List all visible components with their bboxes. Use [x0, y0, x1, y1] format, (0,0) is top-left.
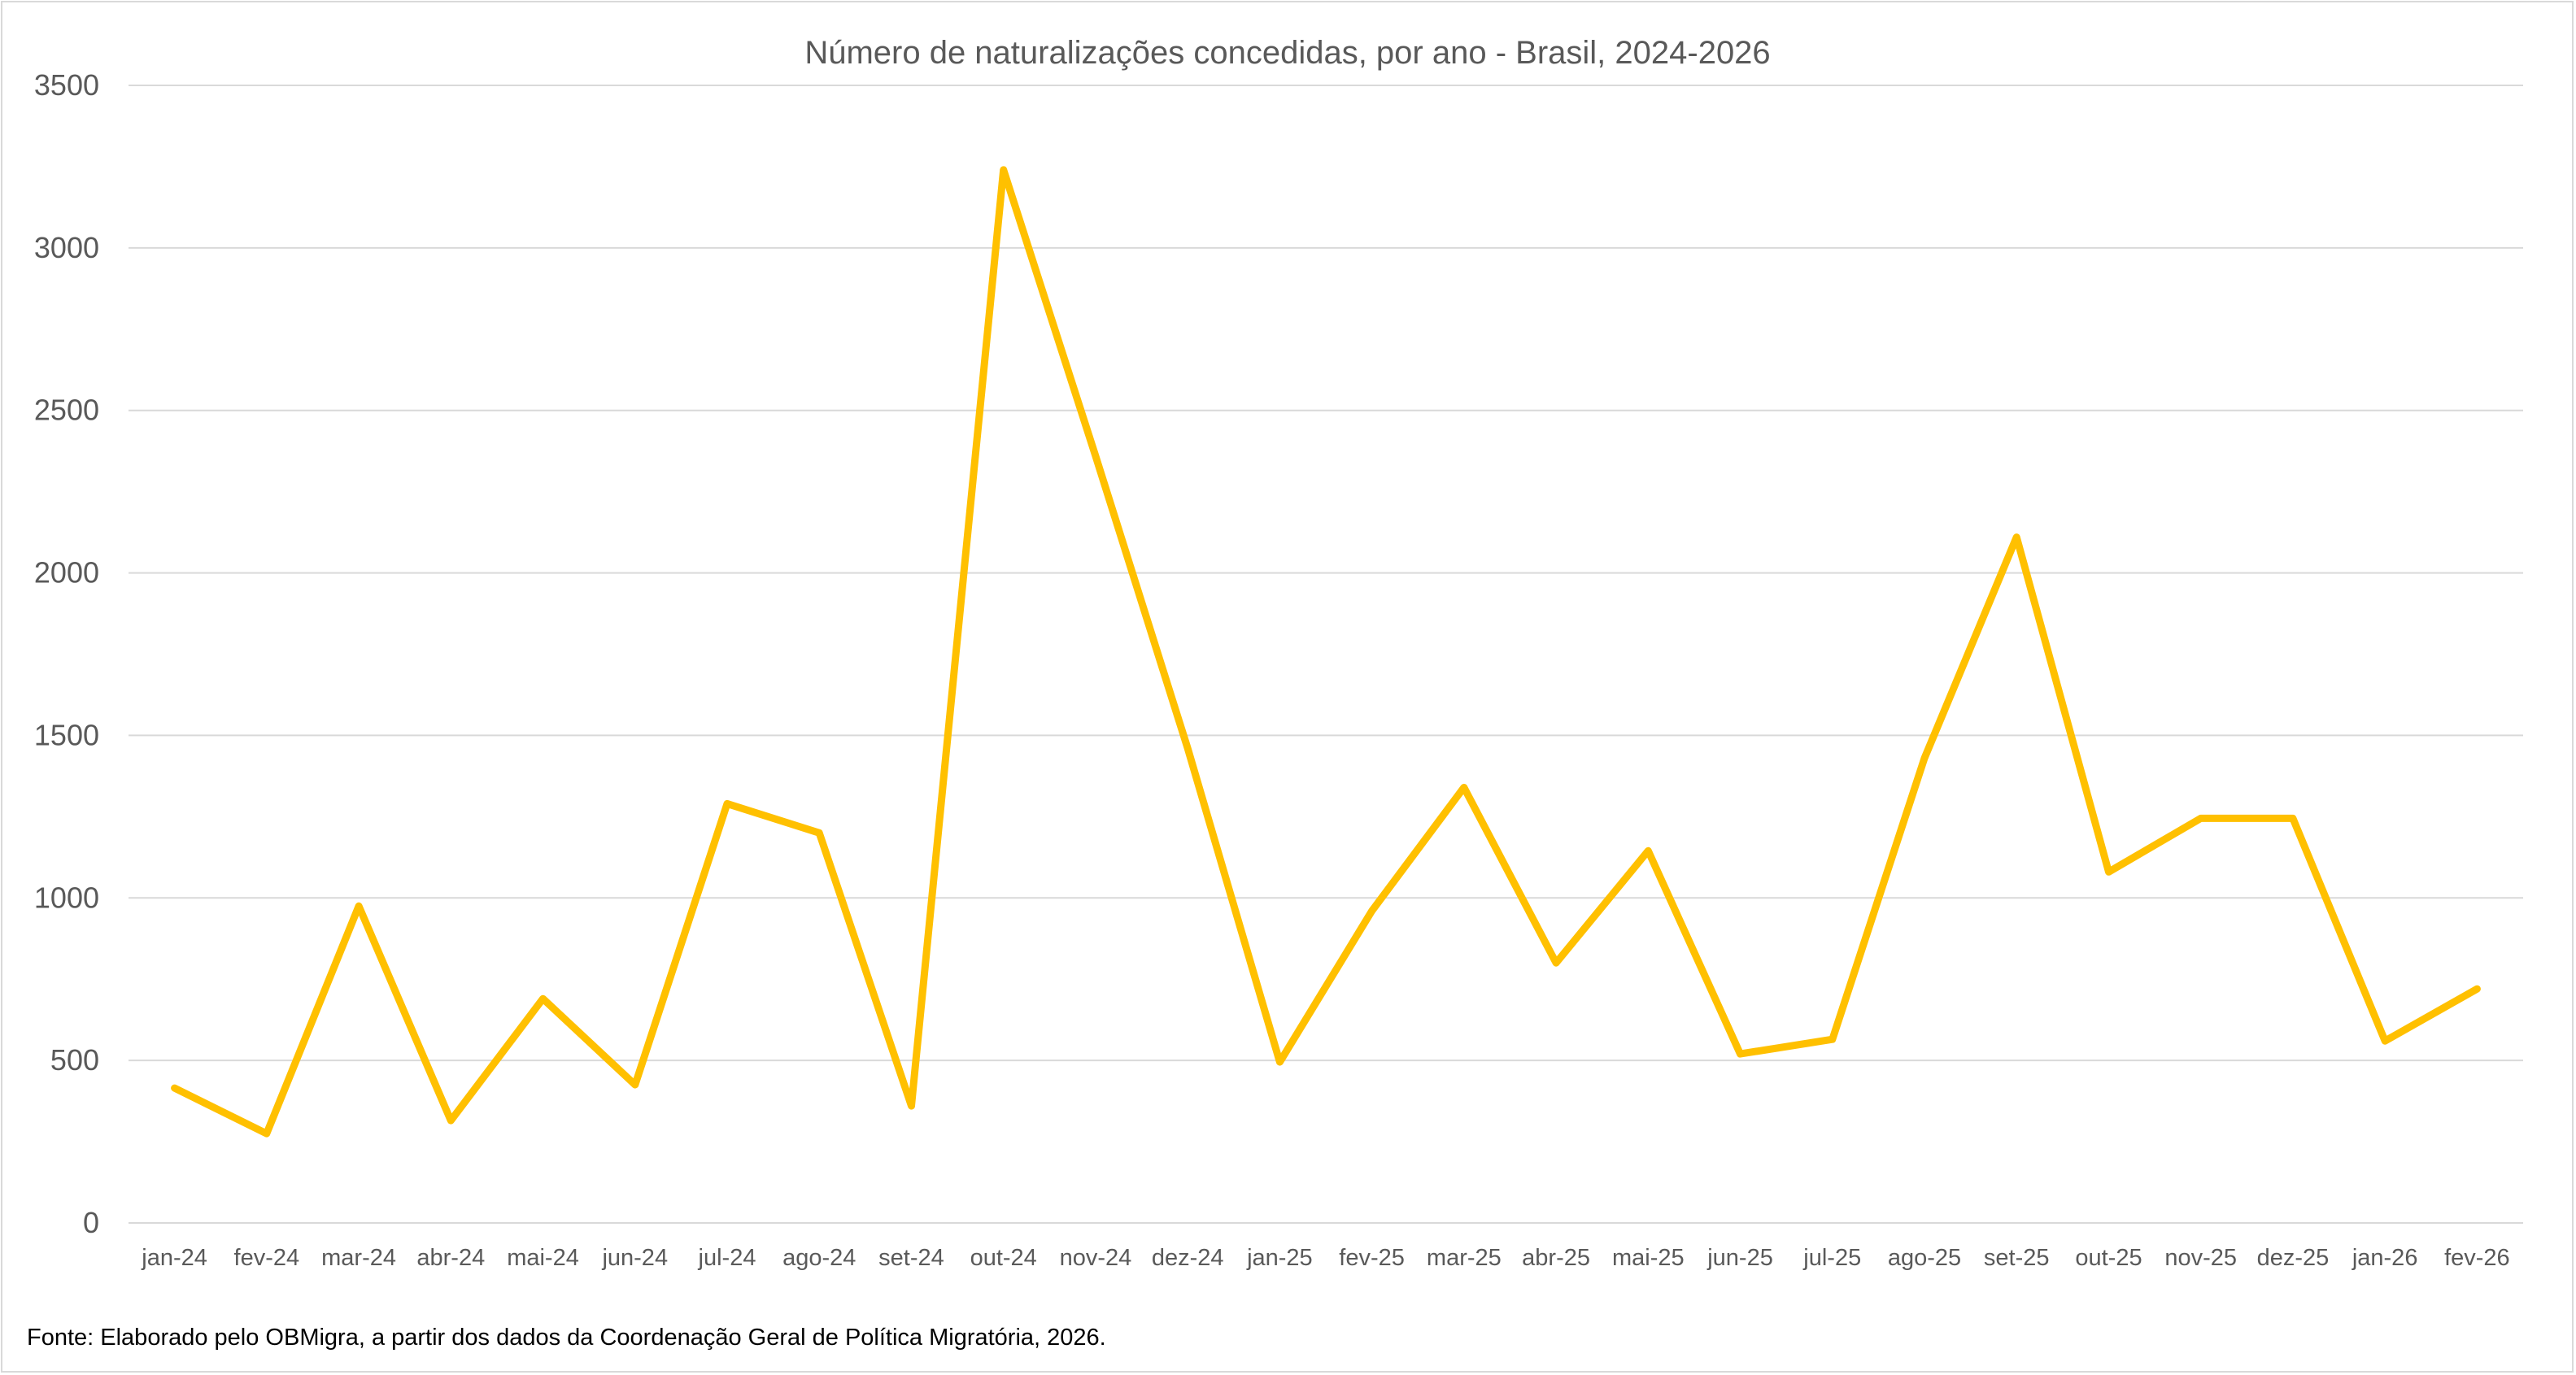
x-tick-label: fev-25: [1339, 1245, 1405, 1271]
y-tick-label: 500: [50, 1043, 99, 1077]
y-axis-ticks: 0 500 1000 1500 2000 2500 3000 3500: [34, 68, 99, 1239]
data-point: [1187, 747, 1188, 749]
y-tick-label: 2500: [34, 394, 99, 427]
data-point: [1740, 1053, 1741, 1055]
y-tick-label: 3500: [34, 68, 99, 102]
x-tick-label: jun-24: [601, 1245, 668, 1271]
x-tick-label: jul-24: [698, 1245, 756, 1271]
data-point: [2200, 817, 2202, 819]
y-tick-label: 1000: [34, 881, 99, 914]
y-tick-label: 3000: [34, 231, 99, 264]
data-point: [1371, 910, 1373, 912]
data-point: [1555, 962, 1557, 964]
x-tick-label: fev-26: [2444, 1245, 2510, 1271]
x-tick-label: mar-25: [1427, 1245, 1502, 1271]
data-point: [2292, 817, 2294, 819]
data-point: [726, 803, 728, 804]
x-tick-label: mar-24: [321, 1245, 396, 1271]
data-point: [358, 905, 360, 907]
x-tick-label: mai-24: [507, 1245, 579, 1271]
data-point: [2016, 537, 2017, 538]
data-point: [2384, 1040, 2386, 1042]
x-tick-label: dez-24: [1152, 1245, 1224, 1271]
data-point: [818, 832, 820, 833]
x-tick-label: jan-26: [2352, 1245, 2418, 1271]
x-tick-label: set-25: [1984, 1245, 2050, 1271]
series-group: [171, 166, 2481, 1138]
data-point: [1095, 455, 1096, 457]
data-point: [1003, 169, 1005, 171]
x-tick-label: jan-25: [1246, 1245, 1313, 1271]
data-point: [1832, 1038, 1833, 1040]
data-point: [2107, 871, 2109, 872]
x-tick-label: ago-24: [782, 1245, 856, 1271]
data-point: [1279, 1061, 1280, 1063]
data-point: [266, 1133, 268, 1134]
x-tick-label: nov-25: [2164, 1245, 2237, 1271]
x-tick-label: abr-24: [416, 1245, 485, 1271]
x-tick-label: out-25: [2075, 1245, 2142, 1271]
data-point: [634, 1084, 636, 1086]
x-tick-label: dez-25: [2257, 1245, 2330, 1271]
data-point: [174, 1087, 176, 1089]
x-tick-label: jun-25: [1706, 1245, 1773, 1271]
y-tick-label: 2000: [34, 556, 99, 590]
x-tick-label: ago-25: [1888, 1245, 1961, 1271]
data-point: [2476, 988, 2478, 990]
data-point: [1647, 850, 1649, 851]
chart-title: Número de naturalizações concedidas, por…: [804, 35, 1770, 71]
data-point: [450, 1120, 451, 1121]
data-point: [543, 998, 544, 999]
x-axis-ticks: jan-24 fev-24 mar-24 abr-24 mai-24 jun-24 jul-…: [141, 1245, 2509, 1271]
x-tick-label: nov-24: [1060, 1245, 1132, 1271]
gridlines: [129, 85, 2523, 1224]
x-tick-label: jul-25: [1802, 1245, 1861, 1271]
x-tick-label: out-24: [970, 1245, 1037, 1271]
series-line: [171, 166, 2481, 1138]
data-point: [1463, 786, 1465, 788]
x-tick-label: set-24: [878, 1245, 944, 1271]
y-tick-label: 1500: [34, 718, 99, 751]
data-point: [910, 1105, 912, 1107]
x-tick-label: abr-25: [1522, 1245, 1590, 1271]
data-point: [1924, 757, 1925, 759]
x-tick-label: fev-24: [234, 1245, 300, 1271]
x-tick-label: jan-24: [141, 1245, 207, 1271]
x-tick-label: mai-25: [1612, 1245, 1685, 1271]
y-tick-label: 0: [83, 1206, 99, 1239]
source-note: Fonte: Elaborado pelo OBMigra, a partir …: [27, 1325, 1106, 1351]
